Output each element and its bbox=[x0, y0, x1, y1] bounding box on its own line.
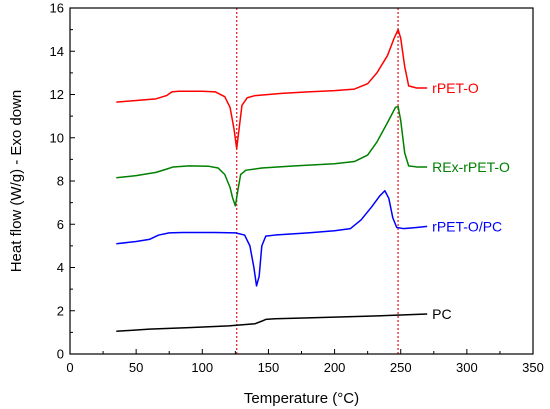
series-line-rex-rpet-o bbox=[116, 105, 428, 207]
series-label-rpet-o-pc: rPET-O/PC bbox=[432, 218, 502, 234]
y-tick-label: 12 bbox=[50, 87, 64, 102]
y-tick-label: 6 bbox=[57, 217, 64, 232]
x-tick-label: 350 bbox=[522, 360, 544, 375]
y-tick-label: 8 bbox=[57, 174, 64, 189]
y-tick-label: 4 bbox=[57, 260, 64, 275]
y-tick-label: 0 bbox=[57, 347, 64, 362]
x-tick-label: 50 bbox=[129, 360, 143, 375]
series-label-rex-rpet-o: REx-rPET-O bbox=[432, 159, 510, 175]
x-tick-label: 150 bbox=[258, 360, 280, 375]
x-axis-title: Temperature (°C) bbox=[244, 390, 359, 407]
x-tick-label: 250 bbox=[390, 360, 412, 375]
y-tick-label: 16 bbox=[50, 1, 64, 16]
y-tick-label: 2 bbox=[57, 303, 64, 318]
y-axis-title: Heat flow (W/g) - Exo down bbox=[8, 90, 25, 273]
series-label-rpet-o: rPET-O bbox=[432, 80, 479, 96]
series-label-pc: PC bbox=[432, 306, 451, 322]
y-tick-label: 14 bbox=[50, 44, 64, 59]
x-tick-label: 100 bbox=[191, 360, 213, 375]
plot-area bbox=[70, 8, 533, 354]
y-tick-label: 10 bbox=[50, 130, 64, 145]
x-tick-label: 0 bbox=[66, 360, 73, 375]
x-tick-label: 200 bbox=[324, 360, 346, 375]
series-line-rpet-o-pc bbox=[116, 189, 428, 287]
x-tick-label: 300 bbox=[456, 360, 478, 375]
series-line-pc bbox=[116, 313, 428, 333]
series-line-rpet-o bbox=[116, 28, 428, 150]
